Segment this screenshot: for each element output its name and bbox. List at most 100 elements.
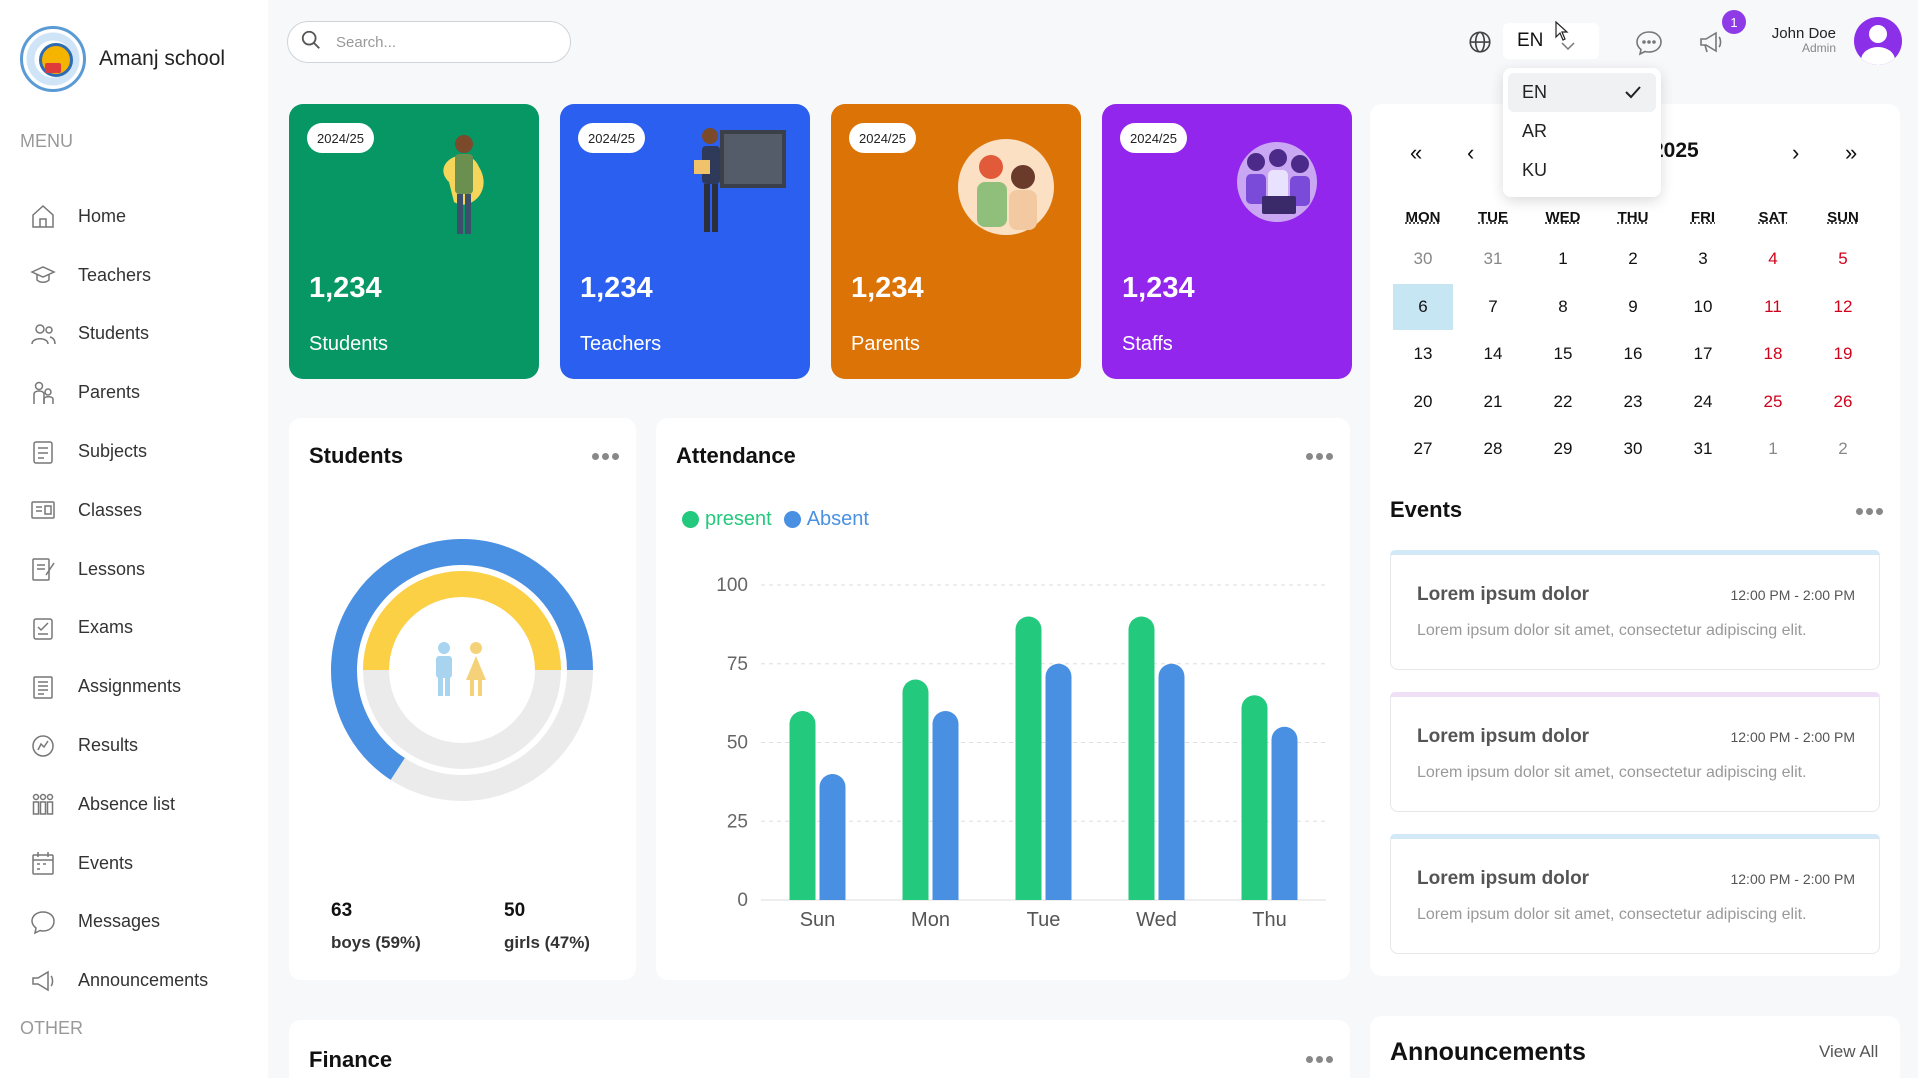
sidebar-item-absence-list[interactable]: Absence list	[28, 775, 208, 834]
calendar-day[interactable]: 24	[1693, 391, 1713, 411]
stat-card-parents[interactable]: 2024/25 1,234 Parents	[831, 104, 1081, 379]
event-card[interactable]: Lorem ipsum dolor 12:00 PM - 2:00 PM Lorem…	[1390, 692, 1880, 812]
calendar-day[interactable]: 11	[1764, 296, 1782, 316]
sidebar-item-lessons[interactable]: Lessons	[28, 540, 208, 599]
calendar-day[interactable]: 21	[1483, 391, 1503, 411]
announcements-icon[interactable]	[1697, 27, 1727, 62]
bar-present-wed[interactable]	[1128, 616, 1155, 901]
sidebar-item-parents[interactable]: Parents	[28, 363, 208, 422]
calendar-day[interactable]: 31	[1483, 249, 1503, 268]
finance-title: Finance	[309, 1047, 393, 1072]
calendar-day[interactable]: 26	[1833, 391, 1853, 411]
sidebar-item-results[interactable]: Results	[28, 716, 208, 775]
calendar-day[interactable]: 30	[1623, 439, 1643, 458]
calendar-day[interactable]: 13	[1413, 344, 1433, 363]
sidebar-item-classes[interactable]: Classes	[28, 481, 208, 540]
calendar-day[interactable]: 5	[1838, 249, 1848, 268]
sidebar-item-assignments[interactable]: Assignments	[28, 657, 208, 716]
calendar-day[interactable]: 2	[1628, 249, 1638, 268]
stat-card-students[interactable]: 2024/25 1,234 Students	[289, 104, 539, 379]
calendar-day[interactable]: 27	[1413, 439, 1433, 458]
sidebar-item-exams[interactable]: Exams	[28, 599, 208, 658]
sidebar-nav: Home Teachers Students Parents Subjects Class…	[28, 187, 208, 1010]
bar-present-mon[interactable]	[902, 679, 929, 901]
calendar-day[interactable]: 14	[1483, 344, 1503, 363]
calendar-day[interactable]: 4	[1768, 249, 1778, 268]
bar-absent-wed[interactable]	[1158, 663, 1185, 900]
language-option-ku[interactable]: KU	[1508, 151, 1656, 190]
sidebar-item-messages[interactable]: Messages	[28, 893, 208, 952]
search-bar[interactable]	[287, 21, 571, 63]
stat-label: Parents	[851, 333, 920, 355]
calendar-day[interactable]: 8	[1558, 296, 1568, 316]
calendar-title: 2025	[1652, 139, 1699, 162]
stat-card-teachers[interactable]: 2024/25 1,234 Teachers	[560, 104, 810, 379]
students-more-menu[interactable]	[592, 453, 619, 460]
event-accent-bar	[1390, 550, 1880, 555]
boys-count: 63	[331, 900, 353, 921]
calendar-day[interactable]: 15	[1553, 344, 1573, 363]
calendar-day[interactable]: 23	[1623, 391, 1643, 411]
calendar-day[interactable]: 2	[1838, 439, 1848, 458]
calendar-day[interactable]: 25	[1763, 391, 1783, 411]
sidebar-item-events[interactable]: Events	[28, 834, 208, 893]
user-avatar[interactable]	[1854, 17, 1902, 65]
events-more-menu[interactable]	[1856, 508, 1883, 515]
calendar-day[interactable]: 19	[1833, 344, 1853, 363]
bar-present-tue[interactable]	[1015, 616, 1042, 901]
x-tick-label: Sun	[800, 909, 836, 931]
sidebar-item-announcements[interactable]: Announcements	[28, 951, 208, 1010]
attendance-more-menu[interactable]	[1306, 453, 1333, 460]
legend-absent[interactable]: Absent	[783, 508, 869, 531]
calendar-day[interactable]: 20	[1413, 391, 1433, 411]
calendar-next-month[interactable]: ›	[1792, 140, 1800, 165]
calendar-day[interactable]: 3	[1698, 249, 1708, 268]
view-all-link[interactable]: View All	[1819, 1042, 1879, 1061]
brand[interactable]: Amanj school	[20, 26, 225, 92]
calendar-day[interactable]: 17	[1693, 344, 1713, 363]
search-input[interactable]	[336, 33, 556, 51]
bar-absent-sun[interactable]	[819, 774, 846, 900]
sidebar-item-students[interactable]: Students	[28, 305, 208, 364]
language-option-en[interactable]: EN	[1508, 73, 1656, 112]
calendar-day[interactable]: 22	[1553, 391, 1573, 411]
calendar-day[interactable]: 31	[1693, 439, 1713, 458]
sidebar-item-label: Events	[78, 852, 134, 873]
bar-present-sun[interactable]	[789, 711, 816, 900]
calendar-day[interactable]: 1	[1768, 439, 1778, 458]
calendar-prev-year[interactable]: «	[1410, 140, 1423, 165]
language-select[interactable]: EN	[1503, 23, 1599, 59]
bar-absent-thu[interactable]	[1271, 726, 1298, 900]
calendar-prev-month[interactable]: ‹	[1467, 140, 1475, 165]
sidebar-item-teachers[interactable]: Teachers	[28, 246, 208, 305]
language-option-ar[interactable]: AR	[1508, 112, 1656, 151]
event-card[interactable]: Lorem ipsum dolor 12:00 PM - 2:00 PM Lorem…	[1390, 834, 1880, 954]
language-dropdown: EN AR KU	[1503, 68, 1661, 197]
exams-icon	[28, 613, 58, 643]
globe-icon[interactable]	[1467, 29, 1493, 55]
calendar-day[interactable]: 16	[1623, 344, 1643, 363]
bar-present-thu[interactable]	[1241, 695, 1268, 900]
bar-absent-mon[interactable]	[932, 711, 959, 900]
sidebar-item-subjects[interactable]: Subjects	[28, 422, 208, 481]
sidebar-item-label: Exams	[78, 617, 134, 638]
calendar-day[interactable]: 7	[1488, 296, 1498, 316]
messages-icon[interactable]	[1634, 28, 1664, 63]
bar-absent-tue[interactable]	[1045, 663, 1072, 900]
calendar-day[interactable]: 6	[1393, 283, 1453, 330]
calendar-day[interactable]: 9	[1628, 296, 1638, 316]
event-card[interactable]: Lorem ipsum dolor 12:00 PM - 2:00 PM Lorem…	[1390, 550, 1880, 670]
calendar-day[interactable]: 1	[1558, 249, 1568, 268]
calendar-next-year[interactable]: »	[1845, 140, 1858, 165]
calendar-day[interactable]: 30	[1413, 249, 1433, 268]
calendar-day[interactable]: 12	[1833, 296, 1853, 316]
calendar-day[interactable]: 18	[1763, 344, 1783, 363]
calendar-day[interactable]: 29	[1553, 439, 1573, 458]
finance-more-menu[interactable]	[1306, 1056, 1333, 1063]
stat-card-staffs[interactable]: 2024/25 1,234 Staffs	[1102, 104, 1352, 379]
calendar-day[interactable]: 28	[1483, 439, 1503, 458]
calendar-day[interactable]: 10	[1693, 296, 1713, 316]
girls-label: girls (47%)	[504, 933, 590, 952]
legend-present[interactable]: present	[682, 508, 772, 531]
sidebar-item-home[interactable]: Home	[28, 187, 208, 246]
